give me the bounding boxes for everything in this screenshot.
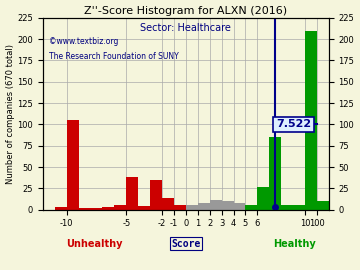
Bar (198, 203, 210, 210)
Bar (186, 205, 198, 210)
Text: The Research Foundation of SUNY: The Research Foundation of SUNY (49, 52, 179, 61)
Bar (150, 180, 162, 210)
Bar (114, 205, 126, 210)
Text: Sector: Healthcare: Sector: Healthcare (140, 23, 231, 33)
Bar (126, 177, 138, 210)
Bar (210, 200, 222, 210)
Bar (317, 201, 329, 210)
Bar (234, 203, 246, 210)
Bar (79, 208, 91, 210)
Bar (281, 205, 293, 210)
Bar (103, 207, 114, 210)
Text: Unhealthy: Unhealthy (66, 239, 123, 249)
Text: ©www.textbiz.org: ©www.textbiz.org (49, 37, 118, 46)
Bar (162, 198, 174, 210)
Bar (138, 206, 150, 210)
Text: Score: Score (171, 239, 201, 249)
Bar (257, 187, 269, 210)
Bar (246, 205, 257, 210)
Bar (305, 31, 317, 210)
Bar (293, 205, 305, 210)
Y-axis label: Number of companies (670 total): Number of companies (670 total) (5, 44, 14, 184)
Bar (222, 201, 234, 210)
Bar (174, 205, 186, 210)
Bar (269, 137, 281, 210)
Bar (67, 120, 79, 210)
Bar (55, 207, 67, 210)
Bar (91, 208, 103, 210)
Text: 7.522: 7.522 (276, 119, 311, 129)
Text: Healthy: Healthy (273, 239, 316, 249)
Title: Z''-Score Histogram for ALXN (2016): Z''-Score Histogram for ALXN (2016) (84, 6, 287, 16)
